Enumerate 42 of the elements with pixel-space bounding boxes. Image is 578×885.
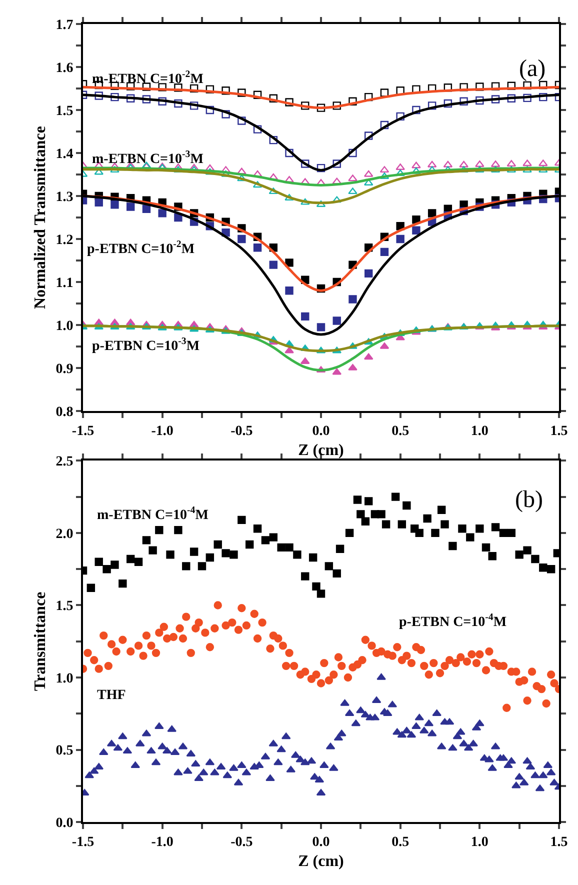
y-tick-label: 1.5 — [56, 104, 74, 119]
y-tick-label: 0.0 — [56, 816, 74, 831]
x-tick-label: 1.0 — [470, 424, 488, 439]
x-tick-label: -0.5 — [230, 834, 253, 850]
x-tick-label: -0.5 — [230, 424, 253, 439]
x-axis-title: Z (cm) — [298, 853, 344, 870]
x-axis-title: Z (cm) — [298, 442, 344, 460]
y-tick-label: 0.9 — [56, 362, 74, 377]
y-tick-label: 0.5 — [56, 744, 74, 759]
x-tick-label: -1.0 — [151, 424, 174, 439]
x-tick-label: 1.5 — [550, 834, 568, 850]
annotation: p-ETBN C=10$^{-3}$M — [92, 336, 200, 354]
x-tick-label: 0.0 — [312, 834, 330, 850]
annotation: p-ETBN C=10$^{-2}$M — [87, 239, 195, 257]
annotation: (a) — [519, 56, 546, 82]
y-tick-label: 2.5 — [56, 454, 74, 470]
y-tick-label: 1.7 — [56, 18, 74, 33]
y-tick-label: 1.3 — [56, 190, 74, 205]
annotation: (b) — [515, 487, 543, 513]
y-tick-label: 1.0 — [56, 671, 74, 686]
x-tick-label: -1.5 — [72, 834, 94, 850]
y-tick-label: 1.5 — [56, 599, 74, 614]
x-tick-label: 0.5 — [392, 424, 410, 439]
y-tick-label: 1.1 — [56, 276, 74, 291]
x-tick-label: -1.5 — [72, 424, 94, 439]
x-tick-label: 0.5 — [392, 834, 410, 850]
x-tick-label: 1.0 — [470, 834, 488, 850]
y-tick-label: 1.2 — [56, 232, 74, 248]
annotation: m-ETBN C=10$^{-3}$M — [92, 149, 204, 167]
x-tick-label: 0.0 — [312, 424, 330, 439]
y-tick-label: 0.8 — [56, 404, 74, 420]
annotation: m-ETBN C=10$^{-4}$M — [97, 505, 208, 523]
y-tick-label: 1.6 — [56, 60, 74, 76]
y-axis-title: Transmittance — [32, 592, 50, 691]
annotation: p-ETBN C=10$^{-4}$M — [399, 612, 507, 630]
x-tick-label: 1.5 — [550, 424, 568, 439]
y-tick-label: 1.0 — [56, 318, 74, 334]
y-axis-title: Normalized Transmittance — [32, 126, 50, 309]
x-tick-label: -1.0 — [151, 834, 174, 850]
y-tick-label: 1.4 — [56, 146, 74, 162]
y-tick-label: 2.0 — [56, 526, 74, 542]
annotation: THF — [97, 688, 126, 703]
